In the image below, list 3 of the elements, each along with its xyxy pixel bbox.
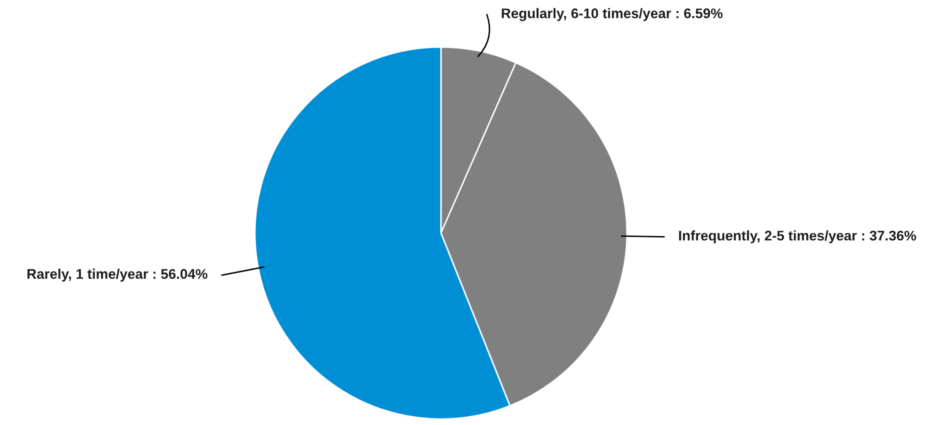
slice-label: Infrequently, 2-5 times/year : 37.36% — [679, 230, 916, 244]
slice-label: Rarely, 1 time/year : 56.04% — [28, 268, 208, 282]
slice-label: Regularly, 6-10 times/year : 6.59% — [502, 8, 723, 22]
